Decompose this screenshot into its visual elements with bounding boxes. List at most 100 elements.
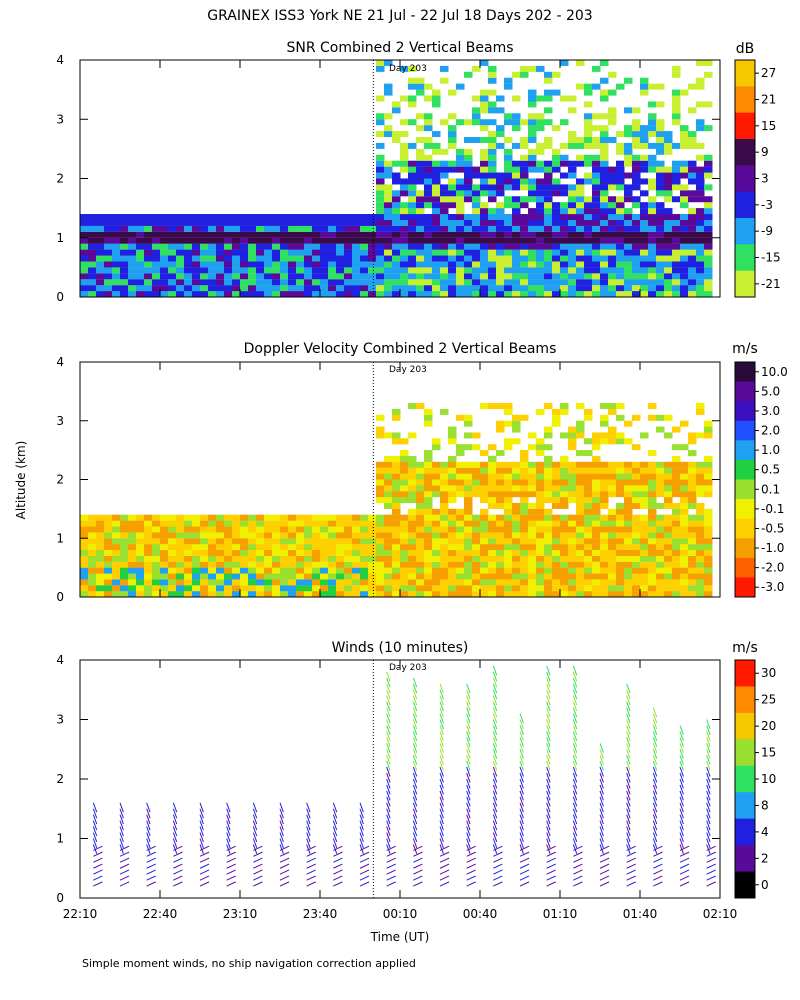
doppler-cell: [192, 573, 201, 580]
doppler-cell: [432, 538, 441, 545]
doppler-cell: [344, 567, 353, 574]
snr-cell: [176, 231, 185, 238]
doppler-cell: [304, 567, 313, 574]
snr-cell: [688, 83, 697, 90]
doppler-cell: [496, 426, 505, 433]
doppler-cell: [296, 538, 305, 545]
snr-cell: [456, 154, 465, 161]
colorbar-label: -0.5: [761, 521, 784, 535]
snr-cell: [144, 279, 153, 286]
doppler-cell: [704, 532, 713, 539]
snr-cell: [296, 225, 305, 232]
doppler-cell: [440, 514, 449, 521]
doppler-cell: [608, 579, 617, 586]
snr-cell: [664, 142, 673, 149]
doppler-cell: [368, 585, 377, 592]
snr-cell: [656, 255, 665, 262]
doppler-cell: [440, 544, 449, 551]
doppler-cell: [328, 567, 337, 574]
snr-cell: [592, 196, 601, 203]
doppler-cell: [472, 491, 481, 498]
doppler-cell: [88, 544, 97, 551]
doppler-cell: [608, 508, 617, 515]
snr-cell: [696, 243, 705, 250]
doppler-cell: [424, 532, 433, 539]
snr-cell: [608, 267, 617, 274]
snr-cell: [488, 172, 497, 179]
snr-cell: [424, 237, 433, 244]
wind-barb: [466, 689, 471, 700]
doppler-cell: [400, 485, 409, 492]
doppler-cell: [200, 538, 209, 545]
snr-cell: [104, 291, 113, 297]
doppler-cell: [664, 567, 673, 574]
snr-cell: [400, 261, 409, 268]
snr-cell: [600, 125, 609, 132]
colorbar-label: 21: [761, 93, 776, 107]
snr-cell: [216, 249, 225, 256]
doppler-cell: [424, 414, 433, 421]
snr-cell: [680, 160, 689, 167]
doppler-cell: [504, 491, 513, 498]
snr-cell: [464, 243, 473, 250]
snr-cell: [280, 237, 289, 244]
wind-barb: [546, 725, 551, 736]
wind-barb: [519, 766, 524, 777]
doppler-cell: [448, 532, 457, 539]
wind-barb: [573, 869, 583, 875]
snr-cell: [424, 243, 433, 250]
snr-cell: [464, 71, 473, 78]
wind-barb: [492, 737, 498, 747]
doppler-cell: [488, 567, 497, 574]
doppler-cell: [568, 491, 577, 498]
doppler-cell: [128, 573, 137, 580]
snr-cell: [216, 291, 225, 297]
wind-barb: [466, 778, 471, 789]
doppler-cell: [688, 520, 697, 527]
snr-cell: [216, 261, 225, 268]
doppler-cell: [408, 555, 417, 562]
wind-barb: [386, 772, 391, 783]
snr-cell: [200, 214, 209, 221]
doppler-cell: [600, 579, 609, 586]
snr-cell: [328, 267, 337, 274]
doppler-cell: [456, 450, 465, 457]
snr-cell: [704, 261, 713, 268]
doppler-cell: [208, 526, 217, 533]
doppler-cell: [192, 514, 201, 521]
doppler-cell: [528, 508, 537, 515]
wind-barb: [679, 857, 690, 863]
doppler-cell: [328, 585, 337, 592]
wind-barb: [706, 731, 711, 741]
snr-cell: [432, 273, 441, 280]
snr-cell: [128, 231, 137, 238]
doppler-cell: [592, 479, 601, 486]
doppler-cell: [336, 585, 345, 592]
doppler-cell: [264, 591, 273, 597]
doppler-cell: [592, 497, 601, 504]
snr-cell: [384, 261, 393, 268]
doppler-cell: [416, 538, 425, 545]
wind-barb: [466, 875, 476, 881]
wind-barb: [226, 820, 231, 831]
wind-barb: [412, 695, 418, 706]
wind-barb: [386, 731, 391, 741]
snr-cell: [424, 202, 433, 209]
doppler-cell: [400, 473, 409, 480]
snr-cell: [600, 136, 609, 143]
snr-cell: [488, 131, 497, 138]
snr-cell: [672, 178, 681, 185]
snr-cell: [128, 279, 137, 286]
doppler-cell: [552, 485, 561, 492]
snr-cell: [240, 225, 249, 232]
doppler-cell: [480, 403, 489, 410]
snr-cell: [512, 95, 521, 102]
snr-cell: [184, 231, 193, 238]
snr-cell: [528, 214, 537, 221]
snr-cell: [424, 113, 433, 120]
doppler-cell: [552, 420, 561, 427]
snr-cell: [424, 214, 433, 221]
snr-cell: [240, 279, 249, 286]
snr-cell: [688, 214, 697, 221]
doppler-cell: [496, 544, 505, 551]
